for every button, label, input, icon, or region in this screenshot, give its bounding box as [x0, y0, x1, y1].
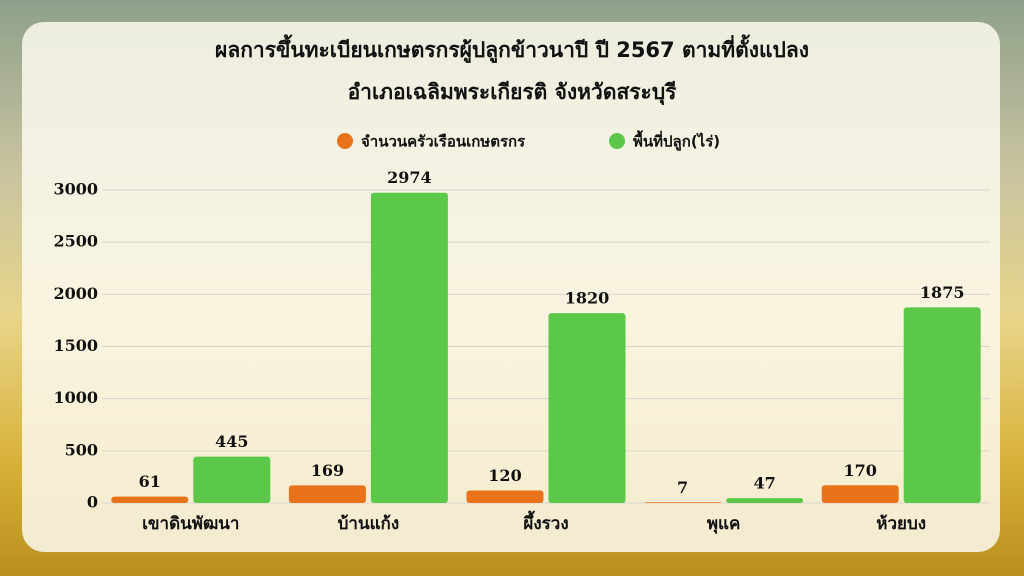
data-label: 445	[215, 432, 248, 451]
x-tick-label: ผึ้งรวง	[523, 510, 568, 534]
bar	[726, 498, 804, 503]
chart-title: ผลการขึ้นทะเบียนเกษตรกรผู้ปลูกข้าวนาปี ป…	[215, 34, 809, 64]
legend-label: พื้นที่ปลูก(ไร่)	[633, 130, 720, 152]
bar	[644, 502, 722, 503]
legend-swatch	[609, 133, 625, 149]
data-label: 120	[488, 466, 521, 485]
bar	[111, 496, 189, 503]
data-label: 170	[843, 461, 876, 480]
data-label: 47	[753, 474, 775, 493]
y-tick-label: 1000	[53, 388, 98, 407]
x-tick-label: บ้านแก้ง	[338, 514, 400, 534]
legend-label: จำนวนครัวเรือนเกษตรกร	[361, 133, 526, 151]
y-tick-label: 2000	[53, 284, 98, 303]
bar	[193, 456, 271, 503]
legend: จำนวนครัวเรือนเกษตรกร พื้นที่ปลูก(ไร่)	[337, 130, 720, 152]
data-label: 2974	[387, 168, 432, 187]
bar	[548, 313, 626, 503]
y-tick-label: 3000	[53, 180, 98, 199]
data-label: 169	[311, 461, 344, 480]
data-label: 7	[677, 478, 688, 497]
data-label: 1875	[920, 283, 965, 302]
bar	[903, 307, 981, 503]
x-tick-label: เขาดินพัฒนา	[142, 514, 239, 534]
panel	[22, 22, 1000, 552]
y-tick-label: 500	[65, 440, 98, 459]
data-label: 61	[139, 472, 161, 491]
bar	[288, 485, 366, 503]
y-tick-label: 2500	[53, 232, 98, 251]
bar	[466, 490, 544, 503]
x-tick-label: พุแค	[707, 514, 741, 534]
legend-swatch	[337, 133, 353, 149]
x-tick-label: ห้วยบง	[876, 514, 926, 534]
y-tick-label: 1500	[53, 336, 98, 355]
bar	[821, 485, 899, 503]
y-tick-label: 0	[87, 493, 98, 512]
chart-subtitle: อำเภอเฉลิมพระเกียรติ จังหวัดสระบุรี	[348, 80, 678, 106]
bar	[370, 192, 448, 504]
data-label: 1820	[565, 289, 610, 308]
